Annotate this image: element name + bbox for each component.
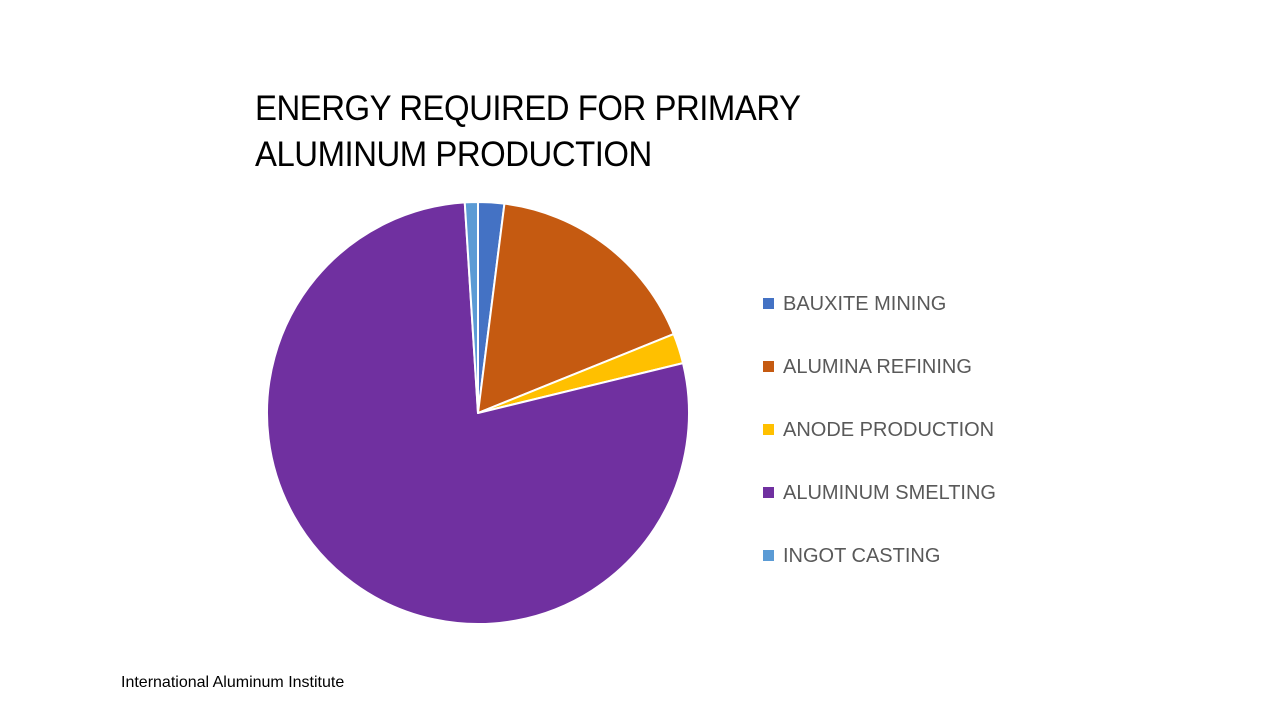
legend-item-anode-production: ANODE PRODUCTION [763, 398, 996, 461]
legend-swatch [763, 361, 774, 372]
legend-item-ingot-casting: INGOT CASTING [763, 524, 996, 587]
legend-swatch [763, 550, 774, 561]
legend-label: ANODE PRODUCTION [783, 418, 995, 441]
chart-title: ENERGY REQUIRED FOR PRIMARY ALUMINUM PRO… [255, 86, 819, 178]
chart-legend: BAUXITE MINING ALUMINA REFINING ANODE PR… [763, 272, 996, 587]
legend-item-bauxite-mining: BAUXITE MINING [763, 272, 996, 335]
chart-title-line-2: ALUMINUM PRODUCTION [255, 135, 652, 174]
legend-label: INGOT CASTING [783, 544, 941, 567]
chart-title-line-1: ENERGY REQUIRED FOR PRIMARY [255, 89, 801, 128]
legend-swatch [763, 298, 774, 309]
legend-item-alumina-refining: ALUMINA REFINING [763, 335, 996, 398]
legend-swatch [763, 424, 774, 435]
legend-swatch [763, 487, 774, 498]
pie-slice-ingot-casting [463, 201, 479, 414]
pie-slice-alumina-refining [477, 202, 675, 414]
legend-label: ALUMINA REFINING [783, 355, 972, 378]
legend-item-aluminum-smelting: ALUMINUM SMELTING [763, 461, 996, 524]
legend-label: ALUMINUM SMELTING [783, 481, 996, 504]
source-credit: International Aluminum Institute [121, 674, 345, 691]
legend-label: BAUXITE MINING [783, 292, 947, 315]
